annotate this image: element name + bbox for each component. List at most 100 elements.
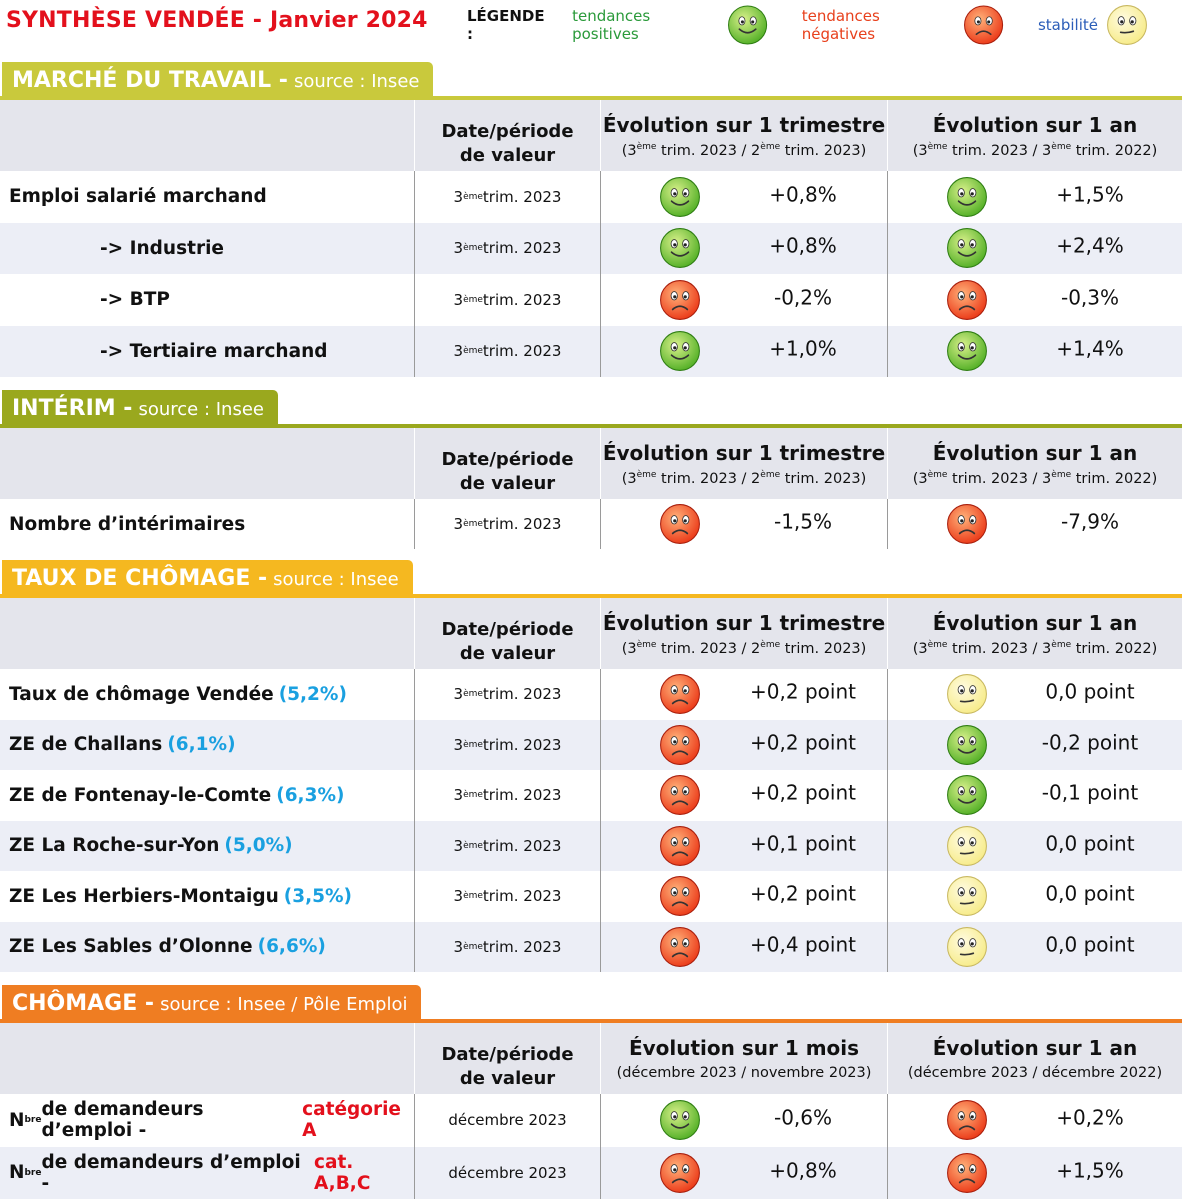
text: (décembre 2023 / novembre 2023) (616, 1065, 872, 1081)
row-date: 3 ème trim. 2023 (414, 222, 600, 274)
superscript: ème (463, 891, 483, 902)
superscript: bre (24, 1167, 42, 1178)
header-cell: Date/période de valeur (414, 428, 600, 499)
text: trim. 2023) (780, 640, 867, 657)
text: de demandeurs d’emploi - (41, 1099, 204, 1142)
section: CHÔMAGE - source : Insee / Pôle Emploi Dat… (0, 985, 1182, 1199)
section-source: source : Insee (138, 399, 264, 420)
superscript: ème (927, 639, 948, 650)
row-label: -> Tertiaire marchand (0, 325, 414, 377)
column-subtitle: (3ème trim. 2023 / 3ème trim. 2022) (913, 640, 1158, 657)
section-title: TAUX DE CHÔMAGE - (12, 566, 268, 591)
header-cell: Évolution sur 1 an (3ème trim. 2023 / 3èm… (887, 598, 1182, 669)
evolution-value: -0,2% (773, 285, 833, 310)
text: 3 (453, 290, 464, 309)
page-title: SYNTHÈSE VENDÉE - Janvier 2024 (6, 8, 428, 33)
evolution-cell: -0,1 point (887, 770, 1182, 821)
text: trim. 2023 (482, 290, 562, 309)
superscript: ème (636, 639, 657, 650)
section-source: source : Insee / Pôle Emploi (160, 994, 408, 1015)
row-note: (6,6%) (257, 936, 326, 958)
table-row: ZE de Fontenay-le-Comte (6,3%) 3 ème trim.… (0, 770, 1182, 821)
evolution-cell: 0,0 point (887, 871, 1182, 922)
evolution-value: -0,6% (773, 1105, 833, 1130)
evolution-cell: +0,2 point (600, 871, 887, 922)
evolution-cell: 0,0 point (887, 820, 1182, 871)
smiley-positive (947, 228, 987, 269)
superscript: ème (463, 689, 483, 700)
smiley-negative (660, 876, 700, 917)
header-cell (0, 1023, 414, 1094)
section-tab: CHÔMAGE - source : Insee / Pôle Emploi (2, 985, 422, 1019)
text: trim. 2023 (482, 735, 562, 754)
text: trim. 2023 / 3 (947, 640, 1052, 657)
column-title: Évolution sur 1 an (932, 440, 1138, 465)
evolution-cell: +1,0% (600, 325, 887, 377)
section-source: source : Insee (293, 71, 420, 92)
smiley-stable (1107, 5, 1147, 45)
header-cell: Évolution sur 1 trimestre (3ème trim. 202… (600, 428, 887, 499)
evolution-value: +1,0% (769, 336, 837, 361)
superscript: ème (636, 469, 657, 480)
row-note: cat. A,B,C (314, 1151, 371, 1194)
superscript: ème (760, 639, 781, 650)
section-source: source : Insee (273, 569, 399, 590)
row-date: décembre 2023 (414, 1094, 600, 1147)
row-date: 3 ème trim. 2023 (414, 921, 600, 972)
column-subtitle: (décembre 2023 / novembre 2023) (617, 1065, 872, 1081)
smiley-stable (947, 876, 987, 917)
smiley-positive (727, 5, 767, 45)
evolution-value: 0,0 point (1045, 679, 1135, 704)
evolution-cell: +0,8% (600, 171, 887, 223)
section-tab: TAUX DE CHÔMAGE - source : Insee (2, 560, 413, 594)
smiley-negative (660, 775, 700, 816)
row-date: 3 ème trim. 2023 (414, 669, 600, 720)
evolution-cell: 0,0 point (887, 669, 1182, 720)
evolution-cell: +1,4% (887, 325, 1182, 377)
column-title: Date/période de valeur (441, 618, 574, 664)
text: Taux de chômage Vendée (9, 683, 274, 705)
column-title: Date/période de valeur (441, 120, 574, 166)
superscript: ème (636, 141, 657, 152)
smiley-positive (947, 331, 987, 372)
superscript: ème (760, 469, 781, 480)
header-cell: Date/période de valeur (414, 1023, 600, 1094)
text: ZE La Roche-sur-Yon (9, 835, 220, 857)
text: Nombre d’intérimaires (9, 513, 246, 535)
smiley-stable (947, 825, 987, 866)
superscript: ème (927, 469, 948, 480)
row-label: Emploi salarié marchand (0, 171, 414, 223)
row-date: 3 ème trim. 2023 (414, 820, 600, 871)
evolution-value: +0,2 point (750, 730, 856, 755)
evolution-cell: -0,2 point (887, 719, 1182, 770)
row-note: (3,5%) (283, 885, 352, 907)
column-title: Évolution sur 1 an (932, 1036, 1138, 1060)
legend-item: stabilité (1038, 4, 1148, 46)
text: décembre 2023 (448, 1163, 567, 1182)
row-date: 3 ème trim. 2023 (414, 325, 600, 377)
evolution-cell: +0,8% (600, 222, 887, 274)
section-title: INTÉRIM - (12, 396, 133, 421)
legend: LÉGENDE : tendances positives tendances … (467, 4, 1182, 46)
evolution-cell: +0,1 point (600, 820, 887, 871)
text: trim. 2023 (482, 887, 562, 906)
evolution-cell: -7,9% (887, 499, 1182, 549)
superscript: ème (1051, 141, 1072, 152)
text: 3 (453, 937, 464, 956)
section-rule (0, 96, 1182, 100)
evolution-cell: +2,4% (887, 222, 1182, 274)
text: décembre 2023 (448, 1111, 567, 1130)
text: (3 (912, 470, 928, 487)
table-row: -> Tertiaire marchand 3 ème trim. 2023 +1,… (0, 325, 1182, 377)
text: ZE de Fontenay-le-Comte (9, 784, 272, 806)
smiley-negative (660, 279, 700, 320)
column-subtitle: (3ème trim. 2023 / 3ème trim. 2022) (913, 470, 1158, 487)
header-cell (0, 598, 414, 669)
row-label: ZE de Challans (6,1%) (0, 719, 414, 770)
text: 3 (453, 685, 464, 704)
evolution-value: -7,9% (1060, 509, 1120, 534)
row-date: 3 ème trim. 2023 (414, 274, 600, 326)
superscript: ème (463, 840, 483, 851)
